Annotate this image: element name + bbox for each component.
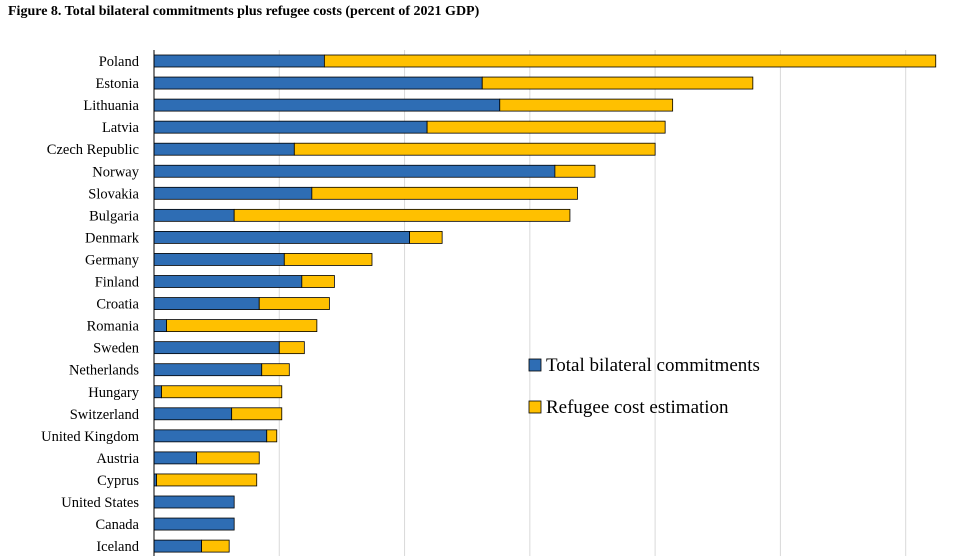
bar-hungary-refugee-cost-estimation [161, 385, 283, 399]
legend-label-refugee-cost-estimation: Refugee cost estimation [546, 397, 729, 418]
bar-iceland-total-bilateral-commitments [153, 539, 203, 553]
bar-norway-refugee-cost-estimation [554, 164, 596, 178]
category-label-sweden: Sweden [93, 341, 140, 357]
category-label-estonia: Estonia [96, 76, 140, 92]
bar-romania-total-bilateral-commitments [153, 319, 167, 333]
category-label-united-states: United States [61, 495, 139, 511]
bar-denmark-refugee-cost-estimation [409, 230, 443, 244]
legend-swatch-refugee-cost-estimation [528, 400, 542, 414]
category-label-norway: Norway [92, 164, 139, 180]
bar-lithuania-total-bilateral-commitments [153, 98, 501, 112]
category-label-cyprus: Cyprus [97, 473, 139, 489]
bar-bulgaria-total-bilateral-commitments [153, 208, 235, 222]
bar-cyprus-refugee-cost-estimation [156, 473, 258, 487]
category-label-canada: Canada [96, 517, 140, 533]
category-label-united-kingdom: United Kingdom [41, 429, 140, 445]
bar-slovakia-refugee-cost-estimation [311, 186, 578, 200]
legend-swatch-total-bilateral-commitments [528, 358, 542, 372]
category-label-hungary: Hungary [88, 385, 139, 401]
bar-croatia-total-bilateral-commitments [153, 297, 260, 310]
category-label-czech-republic: Czech Republic [47, 142, 139, 158]
category-label-germany: Germany [85, 252, 140, 268]
category-label-poland: Poland [99, 54, 140, 70]
bar-latvia-refugee-cost-estimation [426, 120, 666, 134]
bar-netherlands-refugee-cost-estimation [261, 363, 290, 377]
category-labels: Poland Estonia Lithuania Latvia Czech Republ… [41, 54, 140, 555]
bar-iceland-refugee-cost-estimation [201, 539, 230, 553]
category-label-croatia: Croatia [96, 297, 139, 313]
category-label-denmark: Denmark [85, 230, 140, 246]
bar-switzerland-total-bilateral-commitments [153, 407, 233, 421]
category-label-finland: Finland [95, 275, 140, 291]
bar-bulgaria-refugee-cost-estimation [233, 208, 571, 222]
bar-finland-total-bilateral-commitments [153, 275, 303, 288]
bar-germany-refugee-cost-estimation [283, 253, 373, 266]
category-label-switzerland: Switzerland [70, 407, 140, 423]
bar-romania-refugee-cost-estimation [166, 319, 318, 333]
category-label-austria: Austria [96, 451, 139, 467]
category-label-slovakia: Slovakia [88, 186, 139, 202]
category-label-lithuania: Lithuania [83, 98, 139, 114]
category-label-latvia: Latvia [102, 120, 140, 136]
bar-netherlands-total-bilateral-commitments [153, 363, 263, 377]
bar-united-states-total-bilateral-commitments [153, 495, 235, 509]
bar-sweden-total-bilateral-commitments [153, 341, 280, 355]
bar-poland-refugee-cost-estimation [323, 54, 937, 68]
bar-estonia-total-bilateral-commitments [153, 76, 483, 90]
category-label-bulgaria: Bulgaria [89, 208, 139, 224]
bars [153, 54, 937, 553]
category-label-netherlands: Netherlands [69, 363, 139, 379]
bar-sweden-refugee-cost-estimation [278, 341, 305, 355]
figure-title: Figure 8. Total bilateral commitments pl… [8, 4, 480, 19]
category-label-iceland: Iceland [96, 539, 139, 555]
bar-czech-republic-total-bilateral-commitments [153, 142, 295, 156]
bar-germany-total-bilateral-commitments [153, 253, 285, 266]
bar-united-kingdom-total-bilateral-commitments [153, 429, 268, 443]
bar-austria-refugee-cost-estimation [196, 451, 260, 465]
category-label-romania: Romania [87, 319, 140, 335]
legend: Total bilateral commitments Refugee cost … [528, 355, 760, 418]
bar-denmark-total-bilateral-commitments [153, 230, 410, 244]
bar-slovakia-total-bilateral-commitments [153, 186, 313, 200]
bar-switzerland-refugee-cost-estimation [231, 407, 283, 421]
bar-norway-total-bilateral-commitments [153, 164, 556, 178]
bar-canada-total-bilateral-commitments [153, 517, 235, 531]
bar-austria-total-bilateral-commitments [153, 451, 197, 465]
bar-latvia-total-bilateral-commitments [153, 120, 428, 134]
bar-croatia-refugee-cost-estimation [258, 297, 330, 310]
bar-poland-total-bilateral-commitments [153, 54, 325, 68]
legend-label-total-bilateral-commitments: Total bilateral commitments [546, 355, 760, 376]
bar-finland-refugee-cost-estimation [301, 275, 335, 288]
bar-united-kingdom-refugee-cost-estimation [266, 429, 278, 443]
bar-estonia-refugee-cost-estimation [481, 76, 754, 90]
bar-czech-republic-refugee-cost-estimation [293, 142, 656, 156]
bar-lithuania-refugee-cost-estimation [499, 98, 674, 112]
bar-hungary-total-bilateral-commitments [153, 385, 162, 399]
